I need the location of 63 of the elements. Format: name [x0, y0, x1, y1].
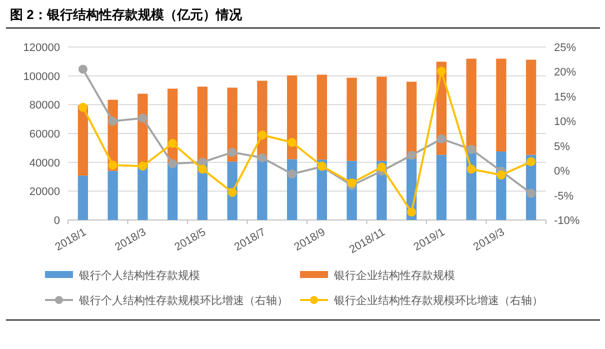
bar — [257, 159, 268, 220]
y-tick-label: 0 — [54, 215, 60, 227]
point — [436, 66, 446, 76]
bar — [316, 74, 328, 160]
bar — [496, 58, 506, 152]
point — [466, 164, 476, 174]
bar — [466, 58, 476, 153]
point — [258, 130, 267, 140]
point — [108, 160, 118, 170]
point — [78, 102, 88, 112]
y2-tick-label: 20% — [554, 66, 576, 79]
point — [198, 164, 207, 174]
bar — [78, 105, 88, 176]
y-tick-label: 40000 — [29, 157, 60, 170]
point — [526, 157, 536, 166]
y2-tick-label: 5% — [554, 140, 570, 153]
y2-tick-label: -5% — [554, 190, 574, 202]
bar — [526, 60, 536, 155]
bar — [227, 88, 238, 162]
point — [138, 162, 148, 171]
point — [258, 153, 267, 162]
chart-title: 图 2：银行结构性存款规模（亿元）情况 — [10, 7, 243, 22]
bar — [406, 82, 417, 159]
bar — [286, 75, 298, 160]
point — [78, 64, 88, 74]
point — [377, 162, 386, 172]
point — [138, 114, 148, 123]
point — [407, 208, 416, 217]
bar — [346, 78, 357, 161]
point — [228, 188, 237, 197]
bar — [167, 163, 178, 220]
bar — [376, 76, 387, 161]
y2-tick-label: 25% — [554, 42, 576, 54]
legend-label: 银行企业结构性存款规模环比增速（右轴） — [333, 294, 543, 307]
legend-label: 银行个人结构性存款规模环比增速（右轴） — [78, 294, 288, 307]
y-tick-label: 120000 — [23, 42, 60, 54]
point — [436, 134, 446, 144]
point — [168, 138, 178, 148]
bar — [138, 164, 148, 220]
y-tick-label: 20000 — [29, 186, 60, 198]
bar — [108, 170, 118, 220]
bar — [436, 154, 447, 220]
y-tick-label: 80000 — [29, 100, 60, 112]
legend-label: 银行企业结构性存款规模 — [333, 269, 455, 282]
point — [228, 148, 237, 157]
y2-tick-label: 0% — [554, 166, 570, 178]
point — [407, 150, 416, 160]
point — [496, 170, 506, 180]
point — [347, 178, 356, 188]
y2-tick-label: -10% — [554, 215, 580, 227]
bar — [197, 86, 208, 162]
bar — [78, 176, 88, 220]
point — [526, 188, 536, 198]
point — [168, 159, 178, 168]
y2-tick-label: 15% — [554, 91, 576, 104]
point — [466, 144, 476, 154]
y2-tick-label: 10% — [554, 116, 576, 128]
point — [108, 116, 118, 126]
point — [288, 138, 297, 147]
legend-label: 银行个人结构性存款规模 — [78, 269, 200, 282]
y-tick-label: 100000 — [23, 70, 60, 83]
point — [288, 170, 297, 179]
y-tick-label: 60000 — [29, 128, 60, 140]
